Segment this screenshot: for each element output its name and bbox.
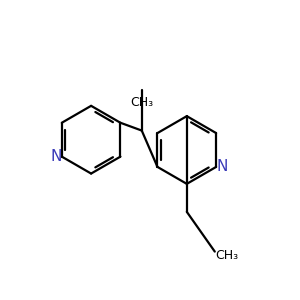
Text: N: N (216, 159, 228, 174)
Text: N: N (51, 149, 62, 164)
Text: CH₃: CH₃ (215, 249, 238, 262)
Text: CH₃: CH₃ (130, 96, 153, 109)
